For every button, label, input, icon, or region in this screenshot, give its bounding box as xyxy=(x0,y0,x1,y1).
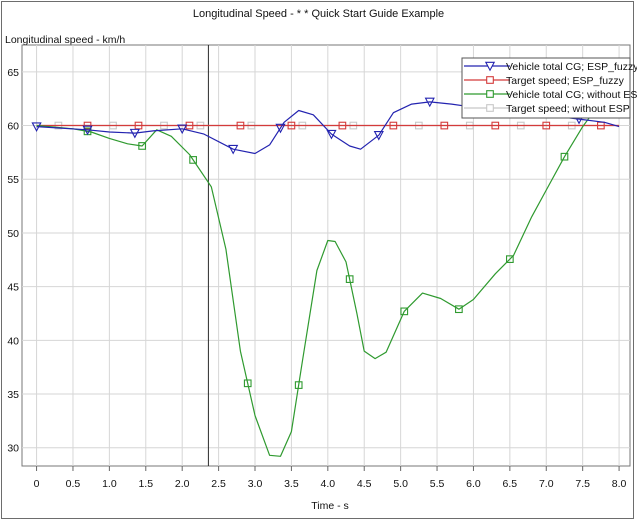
x-tick-label: 1.0 xyxy=(102,478,117,490)
y-tick-label: 50 xyxy=(7,228,19,240)
series-2-marker xyxy=(389,121,398,130)
legend-item-label: Vehicle total CG; without ESP xyxy=(506,89,637,101)
series-2-marker xyxy=(236,121,245,130)
x-tick-label: 1.5 xyxy=(138,478,153,490)
x-tick-label: 7.0 xyxy=(539,478,554,490)
series-3-line xyxy=(36,114,592,457)
legend-swatch-marker xyxy=(486,104,494,112)
series-1-marker xyxy=(326,129,337,140)
series-3-marker xyxy=(294,381,303,389)
series-2-marker xyxy=(440,121,449,130)
series-2-marker xyxy=(542,121,551,130)
y-axis-label: Longitudinal speed - km/h xyxy=(5,34,126,46)
series-2-marker xyxy=(338,121,347,130)
x-tick-label: 6.0 xyxy=(466,478,481,490)
x-tick-label: 8.0 xyxy=(612,478,627,490)
series-1-marker xyxy=(129,128,140,139)
series-3-marker xyxy=(138,142,146,150)
x-tick-label: 3.0 xyxy=(248,478,263,490)
series-3-marker xyxy=(506,255,514,264)
series-2-marker xyxy=(83,121,92,130)
x-tick-label: 2.5 xyxy=(211,478,226,490)
x-tick-label: 0.5 xyxy=(66,478,81,490)
y-tick-label: 30 xyxy=(7,443,19,455)
x-tick-label: 3.5 xyxy=(284,478,299,490)
y-tick-label: 40 xyxy=(7,335,19,347)
series-1-marker xyxy=(373,130,384,141)
series-1-marker xyxy=(424,97,435,108)
x-tick-label: 2.0 xyxy=(175,478,190,490)
x-tick-label: 4.5 xyxy=(357,478,372,490)
y-tick-label: 65 xyxy=(7,67,19,79)
series-1-marker xyxy=(275,123,286,134)
legend-item-label: Target speed; ESP_fuzzy xyxy=(506,75,625,87)
series-3-marker xyxy=(400,307,409,316)
series-1-marker xyxy=(177,124,188,135)
legend-item-label: Target speed; without ESP xyxy=(506,103,630,115)
series-3-marker xyxy=(243,379,252,388)
x-tick-label: 0 xyxy=(34,478,40,490)
series-3-marker xyxy=(345,275,354,283)
legend-swatch-marker xyxy=(484,61,496,72)
y-tick-label: 35 xyxy=(7,389,19,401)
legend-swatch-marker xyxy=(486,76,494,84)
legend-swatch-marker xyxy=(486,90,494,98)
series-2-marker xyxy=(287,121,296,130)
series-1-marker xyxy=(31,122,42,132)
chart-title: Longitudinal Speed - * * Quick Start Gui… xyxy=(192,8,445,20)
x-tick-label: 4.0 xyxy=(321,478,336,490)
series-3-marker xyxy=(560,152,569,161)
x-tick-label: 6.5 xyxy=(503,478,518,490)
x-tick-label: 5.5 xyxy=(430,478,445,490)
series-2-marker xyxy=(491,121,500,130)
y-tick-label: 55 xyxy=(7,174,19,186)
x-axis-label: Time - s xyxy=(311,500,349,512)
series-3-marker xyxy=(455,305,463,314)
series-3-marker xyxy=(189,156,197,164)
series-1-marker xyxy=(82,125,93,136)
legend-item-label: Vehicle total CG; ESP_fuzzy xyxy=(506,61,637,73)
x-tick-label: 5.0 xyxy=(393,478,408,490)
plot-area xyxy=(21,44,631,467)
y-tick-label: 45 xyxy=(7,282,19,294)
y-tick-label: 60 xyxy=(7,121,19,133)
x-tick-label: 7.5 xyxy=(575,478,590,490)
series-1-marker xyxy=(228,144,239,155)
